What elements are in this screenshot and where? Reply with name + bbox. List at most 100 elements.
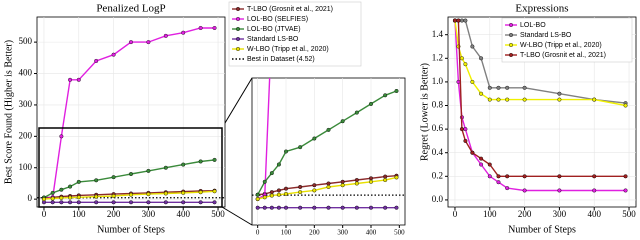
y-tick-label: 0.6 bbox=[432, 123, 444, 133]
data-point bbox=[383, 174, 388, 179]
data-point bbox=[496, 97, 501, 102]
x-tick-label: 200 bbox=[518, 209, 532, 219]
data-point bbox=[181, 30, 186, 35]
y-tick-label: 400 bbox=[19, 68, 33, 78]
data-point bbox=[383, 93, 388, 98]
legend-label: Standard LS-BO bbox=[520, 32, 572, 39]
data-point bbox=[181, 200, 186, 205]
data-point bbox=[312, 183, 317, 188]
data-point bbox=[452, 18, 457, 23]
data-point bbox=[212, 189, 217, 194]
y-tick-label: 300 bbox=[19, 99, 33, 109]
data-point bbox=[383, 178, 388, 183]
data-point bbox=[181, 190, 186, 195]
data-point bbox=[146, 200, 151, 205]
data-point bbox=[269, 190, 274, 195]
data-point bbox=[394, 205, 399, 210]
data-point bbox=[59, 134, 64, 139]
data-point bbox=[522, 85, 527, 90]
y-tick-label: 500 bbox=[19, 36, 33, 46]
data-point bbox=[59, 200, 64, 205]
data-point bbox=[487, 174, 492, 179]
data-point bbox=[94, 194, 99, 199]
legend-box bbox=[501, 17, 633, 63]
data-point bbox=[479, 162, 484, 167]
data-point bbox=[284, 205, 289, 210]
data-point bbox=[163, 200, 168, 205]
data-point bbox=[394, 175, 399, 180]
data-point bbox=[94, 200, 99, 205]
y-tick-label: 0.0 bbox=[432, 194, 444, 204]
data-point bbox=[163, 165, 168, 170]
data-point bbox=[557, 91, 562, 96]
y-tick-label: 1.0 bbox=[432, 76, 444, 86]
data-point bbox=[505, 174, 510, 179]
data-point bbox=[326, 205, 331, 210]
data-point bbox=[522, 174, 527, 179]
data-point bbox=[146, 192, 151, 197]
data-point bbox=[557, 97, 562, 102]
data-point bbox=[592, 174, 597, 179]
data-point bbox=[463, 62, 468, 67]
data-point bbox=[623, 103, 628, 108]
x-axis-label: Number of Steps bbox=[508, 224, 576, 235]
data-point bbox=[298, 184, 303, 189]
x-tick-label: 0 bbox=[42, 209, 47, 219]
x-tick-label: 500 bbox=[622, 209, 636, 219]
data-point bbox=[269, 205, 274, 210]
x-tick-label: 100 bbox=[72, 209, 86, 219]
data-point bbox=[505, 186, 510, 191]
data-point bbox=[340, 179, 345, 184]
data-point bbox=[470, 79, 475, 84]
data-point bbox=[463, 18, 468, 23]
data-point bbox=[276, 162, 281, 167]
data-point bbox=[557, 174, 562, 179]
y-tick-label: 100 bbox=[19, 162, 33, 172]
data-point bbox=[68, 195, 73, 200]
x-tick-label: 100 bbox=[483, 209, 497, 219]
x-tick-label: 200 bbox=[309, 229, 320, 237]
data-point bbox=[198, 190, 203, 195]
data-point bbox=[76, 200, 81, 205]
x-tick-label: 300 bbox=[142, 209, 156, 219]
data-point bbox=[487, 97, 492, 102]
legend-label: LOL-BO (SELFIES) bbox=[247, 16, 308, 23]
data-point bbox=[470, 150, 475, 155]
legend-marker bbox=[235, 6, 240, 11]
data-point bbox=[68, 184, 73, 189]
data-point bbox=[369, 205, 374, 210]
legend-marker bbox=[235, 27, 240, 32]
data-point bbox=[276, 205, 281, 210]
data-point bbox=[94, 178, 99, 183]
plot-area bbox=[251, 77, 406, 226]
data-point bbox=[146, 40, 151, 45]
data-point bbox=[255, 197, 260, 202]
data-point bbox=[269, 171, 274, 176]
data-point bbox=[459, 127, 464, 132]
x-tick-label: 200 bbox=[107, 209, 121, 219]
data-point bbox=[470, 44, 475, 49]
data-point bbox=[505, 85, 510, 90]
data-point bbox=[163, 33, 168, 38]
data-point bbox=[255, 192, 260, 197]
legend-marker bbox=[509, 33, 514, 38]
data-point bbox=[505, 97, 510, 102]
legend-marker bbox=[509, 23, 514, 28]
data-point bbox=[369, 179, 374, 184]
data-point bbox=[326, 127, 331, 132]
x-tick-label: 0 bbox=[453, 209, 458, 219]
data-point bbox=[76, 179, 81, 184]
data-point bbox=[312, 188, 317, 193]
data-point bbox=[111, 52, 116, 57]
data-point bbox=[459, 18, 464, 23]
data-point bbox=[522, 97, 527, 102]
data-point bbox=[50, 200, 55, 205]
x-tick-label: 300 bbox=[553, 209, 567, 219]
data-point bbox=[41, 197, 46, 202]
chart-title: Expressions bbox=[515, 3, 568, 15]
y-tick-label: 0.2 bbox=[432, 170, 443, 180]
data-point bbox=[312, 136, 317, 141]
zoom-connector bbox=[221, 206, 253, 226]
legend-marker bbox=[509, 43, 514, 48]
plot-layer bbox=[452, 18, 628, 193]
